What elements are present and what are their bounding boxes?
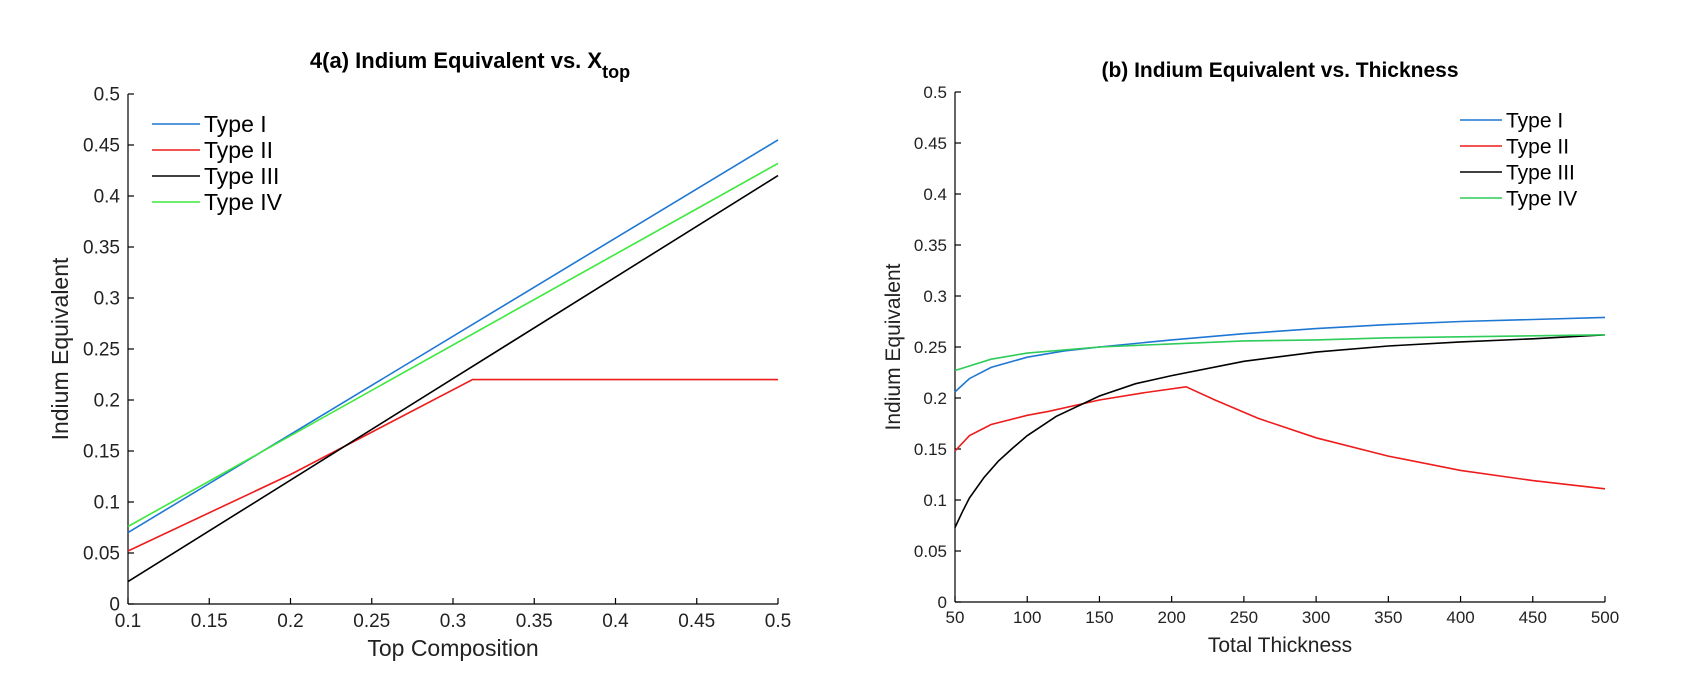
x-tick-label: 0.25 [353,611,390,632]
x-tick-label: 300 [1302,608,1330,627]
y-tick-label: 0.35 [914,236,947,255]
y-tick-label: 0.05 [914,542,947,561]
x-tick-label: 500 [1591,608,1619,627]
legend-label: Type I [204,111,267,137]
y-axis-label: Indium Equivalent [882,263,905,430]
y-tick-label: 0.15 [914,440,947,459]
y-tick-label: 0 [109,595,120,616]
y-tick-label: 0.45 [914,134,947,153]
y-tick-label: 0.3 [923,287,947,306]
y-tick-label: 0.35 [83,238,120,259]
x-tick-label: 50 [946,608,965,627]
chart-b: (b) Indium Equivalent vs. Thickness 50 100… [882,59,1619,657]
chart-title-subscript: top [602,62,630,82]
y-tick-label: 0.1 [94,493,120,514]
y-tick-label: 0.45 [83,136,120,157]
series-line-type-iii [127,174,779,583]
x-tick-label: 450 [1519,608,1547,627]
y-tick-label: 0.25 [83,340,120,361]
series-line-type-iv [954,334,1606,372]
x-tick-label: 0.35 [516,611,553,632]
series-line-type-i [127,139,779,534]
x-tick-label: 400 [1446,608,1474,627]
chart-title: 4(a) Indium Equivalent vs. Xtop [310,48,630,82]
legend: Type I Type II Type III Type IV [1460,109,1577,210]
x-tick-label: 100 [1013,608,1041,627]
y-tick-label: 0.2 [923,389,947,408]
legend-label: Type III [1506,161,1575,184]
chart-a: 4(a) Indium Equivalent vs. Xtop 0.1 0.15 0.… [47,48,791,661]
legend-label: Type IV [1506,187,1577,210]
y-tick-label: 0.4 [923,185,947,204]
x-tick-label: 0.4 [602,611,629,632]
x-tick-label: 0.2 [277,611,303,632]
y-tick-label: 0.25 [914,338,947,357]
legend-label: Type II [204,137,273,163]
y-tick-label: 0.3 [94,289,120,310]
x-tick-label: 150 [1085,608,1113,627]
series-line-type-ii [954,385,1606,490]
legend-label: Type II [1506,135,1569,158]
x-tick-label: 0.1 [115,611,141,632]
series-line-type-iv [127,162,779,528]
series-line-type-i [954,316,1606,393]
x-tick-label: 0.15 [191,611,228,632]
series-line-type-ii [127,378,778,552]
y-tick-label: 0.4 [94,187,121,208]
x-tick-label: 0.3 [440,611,466,632]
chart-title: (b) Indium Equivalent vs. Thickness [1101,59,1458,82]
y-tick-label: 0.05 [83,544,120,565]
x-tick-label: 0.5 [765,611,791,632]
y-tick-label: 0.5 [94,85,120,106]
y-tick-label: 0.15 [83,442,120,463]
legend-label: Type III [204,163,279,189]
y-tick-label: 0.1 [923,491,947,510]
x-axis-label: Total Thickness [1208,634,1352,657]
x-axis-label: Top Composition [367,635,538,661]
x-tick-label: 0.45 [678,611,715,632]
legend-label: Type IV [204,189,283,215]
legend-label: Type I [1506,109,1563,132]
y-tick-label: 0 [938,593,947,612]
y-axis-label: Indium Equivalent [47,257,73,440]
x-tick-label: 200 [1157,608,1185,627]
y-tick-label: 0.2 [94,391,120,412]
x-tick-label: 250 [1230,608,1258,627]
series-line-type-iii [954,334,1606,528]
y-tick-label: 0.5 [923,83,947,102]
x-tick-label: 350 [1374,608,1402,627]
